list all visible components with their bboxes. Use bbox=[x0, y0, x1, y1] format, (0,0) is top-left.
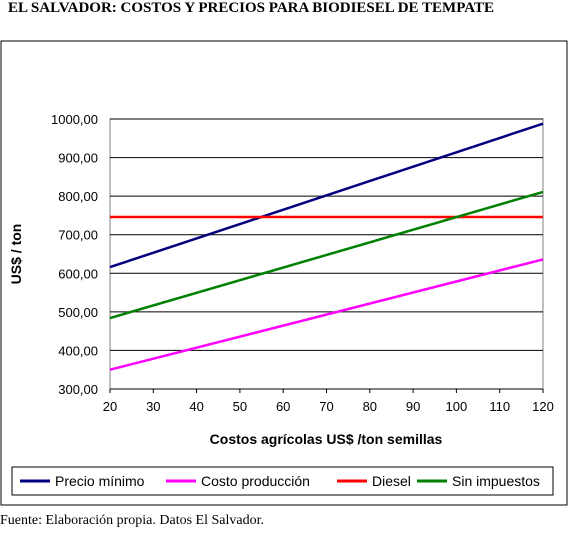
x-tick-label: 30 bbox=[146, 399, 160, 414]
y-tick-label: 300,00 bbox=[58, 382, 98, 397]
y-tick-label: 500,00 bbox=[58, 305, 98, 320]
x-tick-label: 90 bbox=[406, 399, 420, 414]
legend-label: Sin impuestos bbox=[452, 473, 540, 489]
chart: 300,00 400,00 500,00 600,00 700,00 800,00 900,… bbox=[0, 40, 568, 506]
legend-items: Precio mínimo Costo producción Diesel Sin i… bbox=[20, 473, 540, 489]
series-line-sin-impuestos bbox=[109, 190, 544, 320]
x-tick-label: 110 bbox=[489, 399, 510, 414]
legend-label: Diesel bbox=[372, 473, 411, 489]
gridlines bbox=[110, 118, 543, 390]
series-line-precio-minimo bbox=[109, 122, 544, 269]
y-tick-label: 600,00 bbox=[58, 266, 98, 281]
legend-label: Costo producción bbox=[201, 473, 310, 489]
x-axis-label: Costos agrícolas US$ /ton semillas bbox=[210, 431, 443, 447]
series-line-costo-produccion bbox=[109, 258, 544, 371]
x-tick-label: 120 bbox=[532, 399, 554, 414]
x-tick-label: 70 bbox=[319, 399, 333, 414]
y-tick-label: 700,00 bbox=[58, 228, 98, 243]
x-tick-label: 60 bbox=[276, 399, 290, 414]
legend-label: Precio mínimo bbox=[55, 473, 145, 489]
y-tick-label: 400,00 bbox=[58, 343, 98, 358]
x-tick-label: 80 bbox=[363, 399, 377, 414]
x-tick-labels: 20 30 40 50 60 70 80 90 100 110 120 bbox=[103, 389, 554, 414]
y-axis-label: US$ / ton bbox=[8, 224, 24, 285]
legend bbox=[11, 466, 554, 496]
x-tick-label: 20 bbox=[103, 399, 117, 414]
source-note: Fuente: Elaboración propia. Datos El Sal… bbox=[0, 513, 264, 528]
x-tick-label: 100 bbox=[446, 399, 468, 414]
y-tick-label: 1000,00 bbox=[51, 112, 98, 127]
y-tick-label: 900,00 bbox=[58, 151, 98, 166]
x-tick-label: 40 bbox=[189, 399, 203, 414]
y-tick-label: 800,00 bbox=[58, 189, 98, 204]
series-lines bbox=[109, 122, 544, 371]
y-tick-labels: 300,00 400,00 500,00 600,00 700,00 800,00 900,… bbox=[51, 112, 98, 397]
chart-title: EL SALVADOR: COSTOS Y PRECIOS PARA BIODI… bbox=[8, 0, 494, 16]
x-tick-label: 50 bbox=[233, 399, 247, 414]
